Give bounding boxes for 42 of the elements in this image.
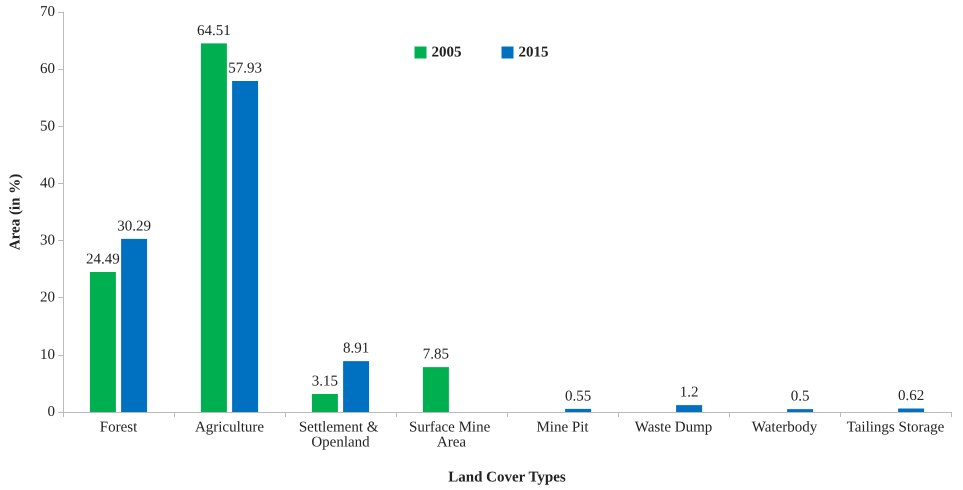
bar bbox=[343, 361, 370, 412]
x-tick-label: Settlement & Openland bbox=[298, 420, 382, 450]
bar bbox=[676, 405, 702, 412]
x-tick-label: Forest bbox=[100, 420, 138, 436]
legend-label: 2005 bbox=[432, 44, 462, 60]
data-label: 0.5 bbox=[790, 388, 810, 405]
data-label: 3.15 bbox=[312, 374, 338, 390]
x-tick-label: Tailings Storage bbox=[846, 420, 945, 436]
bar bbox=[422, 367, 449, 412]
y-tick-label: 20 bbox=[40, 290, 55, 306]
y-axis-title: Area (in %) bbox=[8, 174, 24, 250]
bar bbox=[312, 394, 338, 412]
x-tick-label: Waterbody bbox=[752, 420, 818, 436]
bar bbox=[898, 408, 924, 412]
y-tick-label: 10 bbox=[40, 346, 55, 363]
bar bbox=[200, 43, 227, 412]
data-label: 64.51 bbox=[197, 22, 231, 39]
data-label: 57.93 bbox=[228, 60, 262, 76]
legend-label: 2015 bbox=[518, 44, 548, 60]
bar bbox=[232, 80, 258, 412]
data-label: 8.91 bbox=[342, 340, 370, 357]
y-tick-label: 30 bbox=[40, 232, 55, 249]
data-label: 30.29 bbox=[117, 218, 151, 234]
data-label: 7.85 bbox=[422, 346, 450, 363]
data-label: 24.49 bbox=[86, 252, 120, 268]
bar bbox=[90, 272, 116, 412]
data-label: 0.55 bbox=[564, 388, 592, 404]
y-tick-label: 70 bbox=[40, 4, 55, 20]
x-tick-label: Mine Pit bbox=[536, 420, 590, 436]
bar bbox=[121, 238, 148, 412]
x-axis-title: Land Cover Types bbox=[448, 470, 566, 486]
bar bbox=[565, 408, 592, 412]
data-label: 0.62 bbox=[898, 388, 924, 404]
x-tick-label: Waste Dump bbox=[634, 420, 712, 436]
y-tick-label: 50 bbox=[40, 118, 55, 134]
x-tick-label: Surface Mine Area bbox=[409, 420, 494, 450]
y-tick-label: 0 bbox=[48, 404, 55, 420]
bar bbox=[787, 409, 814, 412]
data-label: 1.2 bbox=[680, 384, 698, 401]
y-tick-label: 40 bbox=[40, 175, 55, 192]
y-tick-label: 60 bbox=[40, 61, 55, 78]
x-tick-label: Agriculture bbox=[194, 420, 264, 436]
